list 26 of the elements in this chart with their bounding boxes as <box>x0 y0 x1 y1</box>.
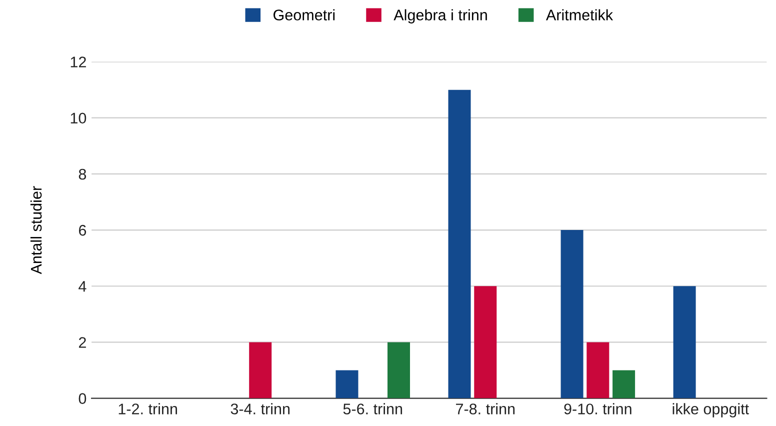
x-tick-label: 5-6. trinn <box>343 403 402 414</box>
bar <box>612 370 636 398</box>
bar <box>560 230 584 398</box>
legend-label: Algebra i trinn <box>394 9 487 24</box>
y-tick-label: 12 <box>70 56 86 68</box>
bar <box>673 286 696 398</box>
y-tick-label: 2 <box>78 337 86 348</box>
bar <box>586 342 610 398</box>
bar <box>387 342 410 398</box>
bar <box>448 90 471 398</box>
x-tick-label: 9-10. trinn <box>564 403 632 414</box>
x-tick-label: 1-2. trinn <box>118 403 177 414</box>
y-tick-label: 8 <box>78 168 86 180</box>
y-axis-title: Antall studier <box>30 186 42 274</box>
y-tick-label: 0 <box>78 393 86 404</box>
bar <box>336 370 358 398</box>
x-tick-label: 3-4. trinn <box>230 403 290 414</box>
bar <box>249 342 272 398</box>
legend-label: Geometri <box>274 9 335 20</box>
y-tick-label: 10 <box>70 112 86 124</box>
x-tick-label: 7-8. trinn <box>456 403 515 414</box>
y-tick-label: 4 <box>78 281 86 292</box>
y-tick-label: 6 <box>78 224 86 236</box>
legend-label: Aritmetikk <box>546 9 614 20</box>
x-tick-label: ikke oppgitt <box>672 403 749 418</box>
bar <box>474 286 497 398</box>
